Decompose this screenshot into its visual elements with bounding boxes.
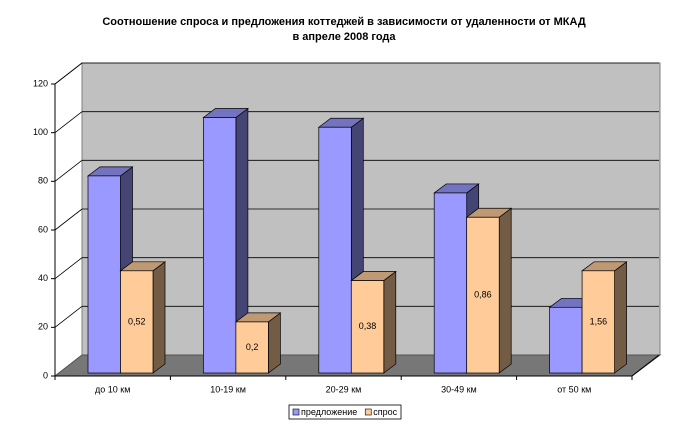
bar-annotation: 0,2: [246, 342, 259, 352]
bar: [203, 117, 237, 374]
x-tick-label: 20-29 км: [326, 384, 362, 394]
bar-annotation: 1,56: [590, 316, 608, 326]
legend-label: предложение: [301, 407, 357, 417]
grid-line: [54, 208, 83, 231]
bar: [318, 126, 352, 374]
legend-box: [288, 404, 402, 420]
bar: [235, 321, 269, 374]
bar-side: [614, 261, 627, 374]
y-tick-label: 120: [33, 78, 48, 88]
bar: [350, 280, 385, 374]
grid-line: [54, 160, 83, 182]
grid-line: [54, 111, 83, 133]
x-tick-label: 30-49 км: [441, 384, 477, 394]
grid-line: [54, 62, 83, 85]
chart-title: Соотношение спроса и предложения коттедж…: [102, 16, 585, 28]
bar-annotation: 0,38: [359, 321, 377, 331]
bar: [87, 175, 121, 374]
y-tick-label: 20: [38, 322, 48, 332]
y-tick-label: 60: [38, 224, 48, 234]
legend-swatch: [364, 408, 372, 416]
legend-swatch: [292, 408, 300, 416]
bar: [433, 192, 468, 374]
x-axis-depth: [631, 354, 660, 377]
bar: [549, 306, 583, 374]
bar-side: [498, 207, 512, 374]
bar: [120, 270, 154, 374]
bar-annotation: 0,52: [128, 316, 146, 326]
y-tick-label: 0: [43, 370, 48, 380]
bar-annotation: 0,86: [474, 290, 492, 300]
bar: [581, 270, 615, 374]
bar-side: [383, 270, 397, 374]
y-tick-label: 100: [33, 127, 48, 137]
y-tick-label: 80: [38, 176, 48, 186]
x-tick-label: до 10 км: [95, 384, 130, 394]
bar-side: [152, 261, 166, 374]
grid-line: [54, 306, 83, 328]
chart-subtitle: в апреле 2008 года: [292, 31, 396, 43]
y-tick-label: 40: [38, 273, 48, 283]
legend-label: спрос: [373, 407, 397, 417]
x-tick-label: от 50 км: [557, 384, 591, 394]
grid-line: [54, 257, 83, 279]
bar: [466, 216, 500, 374]
x-tick-label: 10-19 км: [210, 384, 246, 394]
bar-side: [268, 312, 281, 374]
